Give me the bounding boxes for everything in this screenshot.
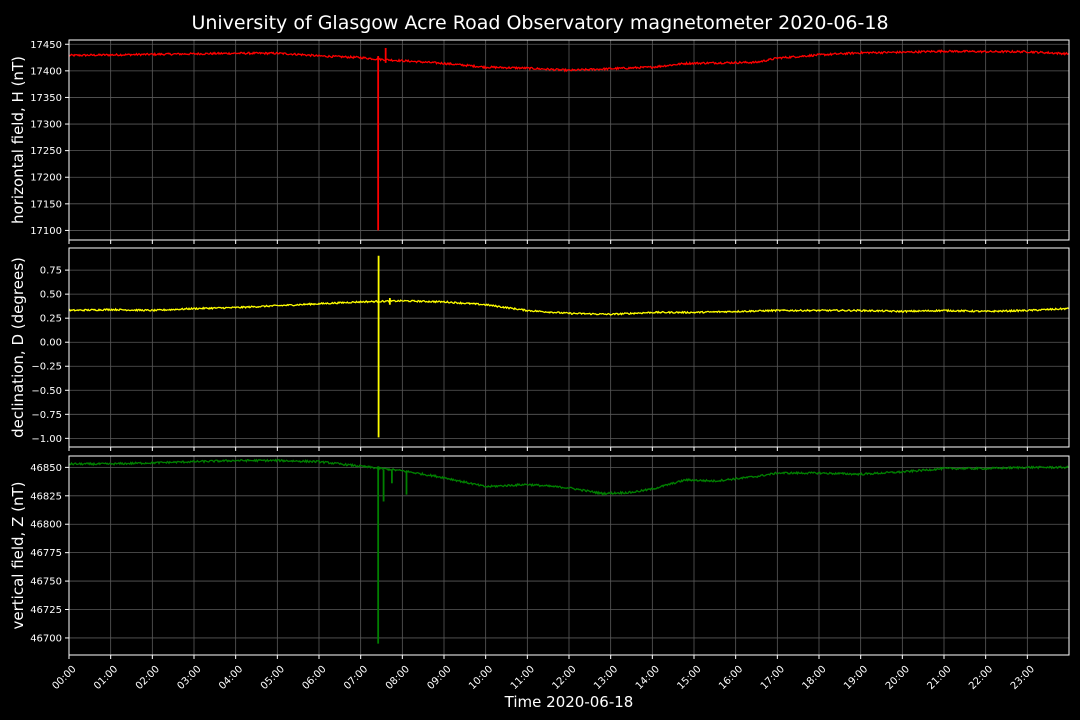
z-y-axis-label: vertical field, Z (nT) — [9, 481, 27, 629]
d-ytick-label: −1.00 — [31, 434, 62, 445]
d-ytick-label: 0.00 — [40, 338, 62, 349]
x-tick-label: 01:00 — [92, 664, 120, 692]
d-ytick-label: 0.50 — [40, 290, 62, 301]
x-tick-label: 00:00 — [50, 664, 78, 692]
h-frame — [68, 39, 1070, 241]
d-ytick-label: −0.75 — [31, 410, 62, 421]
x-tick-label: 15:00 — [675, 664, 703, 692]
z-ytick-label: 46700 — [30, 633, 62, 644]
x-tick-label: 11:00 — [509, 664, 537, 692]
d-ytick-label: −0.50 — [31, 386, 62, 397]
h-y-axis-label: horizontal field, H (nT) — [9, 56, 27, 224]
h-ytick-label: 17250 — [30, 146, 62, 157]
x-tick-label: 19:00 — [842, 664, 870, 692]
x-tick-label: 20:00 — [884, 664, 912, 692]
x-tick-label: 13:00 — [592, 664, 620, 692]
x-tick-label: 23:00 — [1009, 664, 1037, 692]
chart-title: University of Glasgow Acre Road Observat… — [191, 12, 888, 34]
d-ytick-label: −0.25 — [31, 362, 62, 373]
x-axis-ticks: 00:00 01:00 02:00 03:00 04:00 05:00 06:00 07:00… — [50, 664, 1036, 692]
z-frame — [68, 455, 1070, 656]
x-tick-label: 22:00 — [967, 664, 995, 692]
x-tick-label: 17:00 — [759, 664, 787, 692]
x-tick-label: 02:00 — [134, 664, 162, 692]
z-ytick-label: 46750 — [30, 577, 62, 588]
h-ytick-label: 17100 — [30, 226, 62, 237]
x-tick-label: 14:00 — [634, 664, 662, 692]
h-series-line — [68, 49, 1070, 73]
h-panel: 17100 17150 17200 17250 17300 17350 17400 17450… — [9, 39, 1070, 244]
x-tick-label: 21:00 — [925, 664, 953, 692]
d-ytick-label: 0.75 — [40, 266, 62, 277]
x-tick-label: 06:00 — [300, 664, 328, 692]
z-ytick-label: 46725 — [30, 605, 62, 616]
d-y-axis-label: declination, D (degrees) — [9, 257, 27, 438]
z-ytick-label: 46800 — [30, 520, 62, 531]
h-ytick-label: 17350 — [30, 93, 62, 104]
x-tick-label: 10:00 — [467, 664, 495, 692]
x-tick-label: 16:00 — [717, 664, 745, 692]
h-ytick-label: 17200 — [30, 173, 62, 184]
d-ytick-label: 0.25 — [40, 314, 62, 325]
d-series-line — [68, 299, 1070, 316]
z-ytick-label: 46850 — [30, 463, 62, 474]
x-tick-label: 12:00 — [550, 664, 578, 692]
x-tick-label: 07:00 — [342, 664, 370, 692]
x-axis-label: Time 2020-06-18 — [504, 693, 634, 711]
x-tick-label: 08:00 — [384, 664, 412, 692]
z-panel: 46700 46725 46750 46775 46800 46825 46850verti… — [9, 455, 1070, 659]
x-tick-label: 05:00 — [259, 664, 287, 692]
d-frame — [68, 247, 1070, 448]
z-series-line — [68, 458, 1070, 496]
x-tick-label: 18:00 — [800, 664, 828, 692]
d-panel: −1.00 −0.75 −0.50 −0.25 0.00 0.25 0.50 0.75 decl… — [9, 247, 1070, 451]
z-ytick-label: 46775 — [30, 548, 62, 559]
h-ytick-label: 17450 — [30, 40, 62, 51]
h-ytick-label: 17400 — [30, 66, 62, 77]
h-ytick-label: 17300 — [30, 120, 62, 131]
x-tick-label: 09:00 — [425, 664, 453, 692]
x-tick-label: 04:00 — [217, 664, 245, 692]
h-ytick-label: 17150 — [30, 199, 62, 210]
z-ytick-label: 46825 — [30, 491, 62, 502]
x-tick-label: 03:00 — [175, 664, 203, 692]
